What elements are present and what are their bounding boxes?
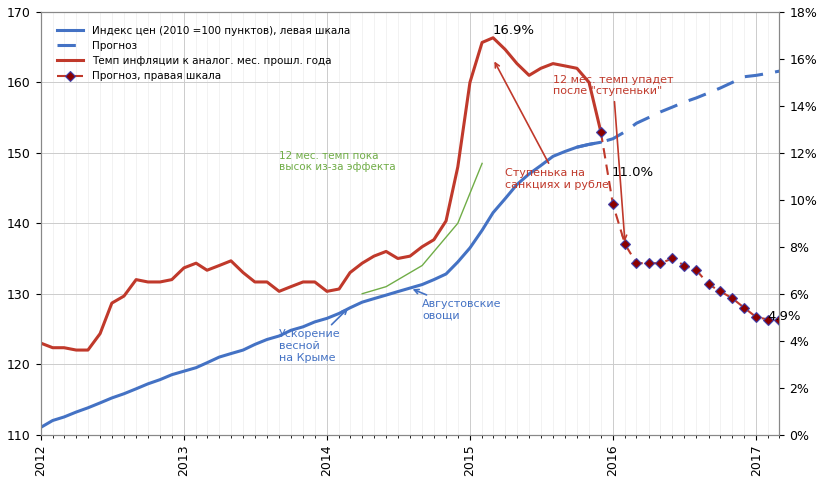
Text: 12 мес. темп упадет
после "ступеньки": 12 мес. темп упадет после "ступеньки" [553, 74, 673, 240]
Text: 11.0%: 11.0% [612, 166, 654, 179]
Text: 12 мес. темп пока
высок из-за эффекта: 12 мес. темп пока высок из-за эффекта [279, 151, 396, 172]
Text: 4.9%: 4.9% [767, 310, 801, 323]
Text: Ускорение
весной
на Крыме: Ускорение весной на Крыме [279, 310, 347, 363]
Legend: Индекс цен (2010 =100 пунктов), левая шкала, Прогноз, Темп инфляции к аналог. ме: Индекс цен (2010 =100 пунктов), левая шк… [53, 21, 354, 85]
Text: Августовские
овощи: Августовские овощи [414, 289, 502, 320]
Text: 16.9%: 16.9% [493, 24, 535, 37]
Text: Ступенька на
санкциях и рубле: Ступенька на санкциях и рубле [495, 63, 609, 190]
